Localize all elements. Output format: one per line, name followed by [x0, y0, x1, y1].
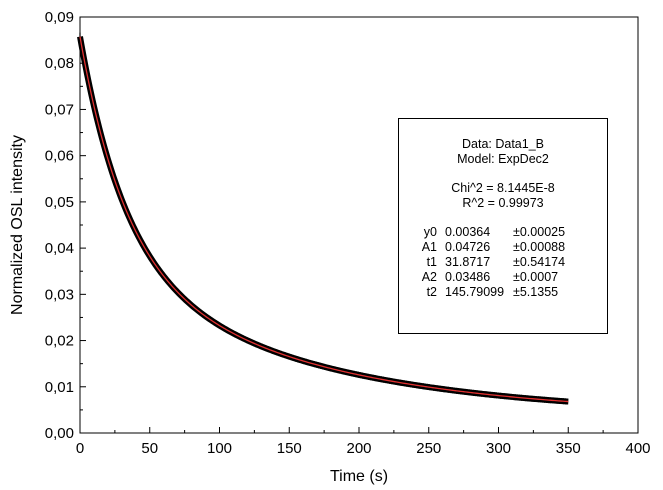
- fit-param-row: y0 0.00364 ±0.00025: [399, 225, 607, 240]
- x-tick-label: 250: [416, 440, 441, 457]
- x-tick-label: 200: [346, 440, 371, 457]
- fit-param-error: ±0.54174: [513, 255, 566, 269]
- x-tick-label: 150: [277, 440, 302, 457]
- fit-param-error: ±0.00088: [513, 240, 566, 254]
- x-tick-label: 0: [76, 440, 84, 457]
- fit-param-name: t2: [426, 285, 437, 299]
- fit-param-error: ±0.00025: [513, 225, 566, 239]
- fit-param-row: t1 31.8717 ±0.54174: [399, 255, 607, 270]
- fit-param-value: 31.8717: [445, 255, 491, 269]
- fit-param-name: y0: [423, 225, 437, 239]
- x-axis-title: Time (s): [330, 468, 388, 485]
- fit-param-name: t1: [426, 255, 437, 269]
- axis-ticks: 0 50 100 150 200 250 300 350 400 0,00 0,01 0,02 0,03…: [45, 9, 651, 457]
- y-tick-label: 0,06: [45, 148, 74, 165]
- y-axis-title: Normalized OSL intensity: [9, 135, 26, 315]
- y-tick-label: 0,03: [45, 286, 74, 303]
- fit-param-value: 0.04726: [445, 240, 491, 254]
- fit-chi-squared: Chi^2 = 8.1445E-8: [451, 181, 555, 195]
- x-tick-label: 50: [141, 440, 158, 457]
- fit-param-value: 145.79099: [445, 285, 505, 299]
- fit-param-row: A1 0.04726 ±0.00088: [399, 240, 607, 255]
- fit-r-squared: R^2 = 0.99973: [462, 196, 544, 210]
- fit-param-row: t2 145.79099 ±5.1355: [399, 285, 607, 300]
- fit-param-value: 0.03486: [445, 270, 491, 284]
- fit-curve: [79, 36, 569, 403]
- fit-model-name: Model: ExpDec2: [457, 152, 549, 166]
- x-tick-label: 400: [625, 440, 650, 457]
- x-tick-label: 300: [486, 440, 511, 457]
- fit-param-error: ±5.1355: [513, 285, 559, 299]
- y-tick-label: 0,05: [45, 194, 74, 211]
- y-tick-label: 0,08: [45, 55, 74, 72]
- fit-param-name: A1: [421, 240, 437, 254]
- fit-parameter-list: y0 0.00364 ±0.00025 A1 0.04726 ±0.00088 t1 31.8…: [399, 225, 607, 300]
- fit-param-row: A2 0.03486 ±0.0007: [399, 270, 607, 285]
- fit-results-box: Data: Data1_B Model: ExpDec2 Chi^2 = 8.1…: [398, 118, 608, 334]
- fit-param-value: 0.00364: [445, 225, 491, 239]
- fit-param-error: ±0.0007: [513, 270, 559, 284]
- y-tick-label: 0,02: [45, 333, 74, 350]
- x-tick-label: 350: [556, 440, 581, 457]
- y-tick-label: 0,07: [45, 101, 74, 118]
- fit-data-name: Data: Data1_B: [462, 137, 544, 151]
- y-tick-label: 0,01: [45, 379, 74, 396]
- fit-param-name: A2: [421, 270, 437, 284]
- x-tick-label: 100: [207, 440, 232, 457]
- y-tick-label: 0,04: [45, 240, 74, 257]
- y-tick-label: 0,09: [45, 9, 74, 26]
- fit-series: [79, 36, 569, 403]
- y-tick-label: 0,00: [45, 425, 74, 442]
